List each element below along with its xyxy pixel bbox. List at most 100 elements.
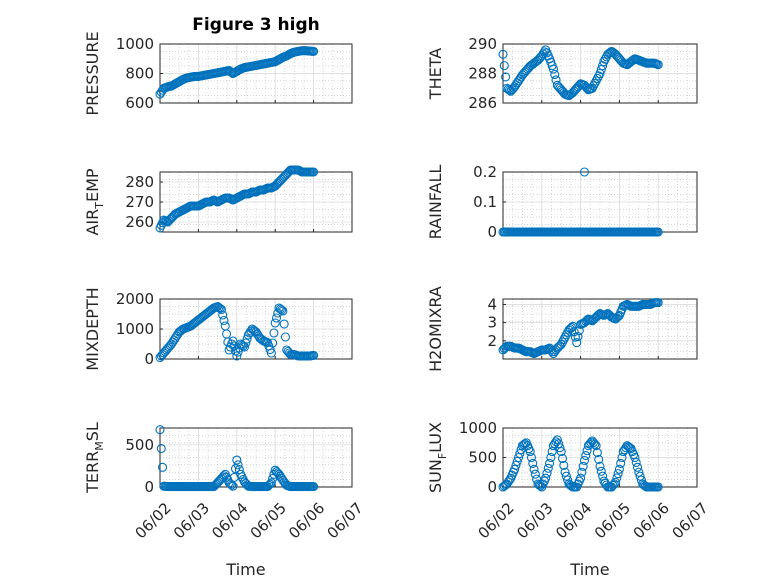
data-point bbox=[241, 338, 251, 348]
y-axis-title: TERRMSL bbox=[83, 422, 106, 494]
data-point bbox=[307, 167, 317, 177]
y-tick-label: 288 bbox=[468, 65, 497, 83]
data-point bbox=[557, 337, 568, 347]
data-point bbox=[629, 449, 639, 460]
data-point bbox=[303, 351, 314, 361]
data-point bbox=[652, 482, 662, 492]
data-point bbox=[499, 61, 509, 71]
data-point bbox=[526, 452, 537, 463]
data-point bbox=[155, 425, 165, 435]
x-tick-label: 06/05 bbox=[591, 499, 634, 542]
x-tick-label: 06/03 bbox=[513, 499, 556, 542]
x-axis-title: Time bbox=[225, 560, 265, 579]
data-point bbox=[582, 446, 592, 456]
y-tick-label: 280 bbox=[125, 173, 154, 191]
data-point bbox=[227, 339, 237, 349]
x-axis-title: Time bbox=[569, 560, 609, 579]
data-point bbox=[610, 477, 621, 487]
data-point bbox=[550, 69, 560, 80]
data-point bbox=[574, 476, 584, 486]
y-tick-label: 0.1 bbox=[473, 193, 497, 211]
data-point bbox=[595, 68, 605, 79]
x-tick-label: 06/02 bbox=[474, 499, 517, 542]
data-point bbox=[277, 305, 287, 315]
data-point bbox=[530, 469, 540, 479]
data-point bbox=[559, 460, 569, 470]
data-point bbox=[561, 471, 571, 481]
data-point bbox=[635, 471, 645, 481]
data-point bbox=[573, 332, 583, 342]
data-point bbox=[547, 447, 557, 457]
data-point bbox=[596, 65, 606, 75]
data-point bbox=[579, 455, 590, 466]
data-point bbox=[581, 450, 591, 461]
data-point bbox=[616, 458, 626, 468]
data-point bbox=[608, 480, 618, 490]
data-point bbox=[612, 473, 622, 483]
data-point bbox=[524, 444, 534, 454]
data-point bbox=[503, 477, 513, 487]
data-point bbox=[595, 461, 605, 471]
data-point bbox=[592, 73, 602, 83]
data-point bbox=[233, 347, 243, 357]
data-point bbox=[279, 319, 289, 329]
data-point bbox=[238, 341, 248, 351]
y-tick-label: 286 bbox=[468, 94, 497, 112]
x-tick-label: 06/05 bbox=[247, 499, 290, 542]
data-point bbox=[555, 443, 565, 453]
panel-pressure: 600 800 1000 PRESSURE bbox=[83, 31, 353, 116]
data-point bbox=[545, 458, 555, 468]
y-tick-label: 500 bbox=[125, 436, 154, 454]
data-point bbox=[591, 76, 601, 86]
x-tick-label: 06/04 bbox=[208, 499, 251, 542]
y-tick-label: 0 bbox=[144, 478, 154, 496]
data-point bbox=[225, 479, 235, 489]
data-point bbox=[228, 481, 238, 491]
data-point bbox=[232, 351, 242, 361]
data-point bbox=[280, 332, 290, 342]
y-tick-label: 1000 bbox=[116, 35, 154, 53]
data-point bbox=[632, 462, 643, 472]
data-point bbox=[264, 480, 274, 490]
data-point bbox=[588, 438, 599, 448]
data-point bbox=[556, 339, 566, 350]
y-tick-label: 2 bbox=[487, 332, 497, 350]
data-point bbox=[613, 469, 623, 479]
axes-box bbox=[502, 298, 698, 360]
y-tick-label: 500 bbox=[468, 449, 497, 467]
data-point bbox=[503, 84, 513, 94]
data-point bbox=[265, 479, 275, 489]
data-point bbox=[515, 449, 525, 459]
data-point bbox=[539, 476, 549, 486]
y-axis-title: AIRTEMP bbox=[83, 168, 106, 235]
data-point bbox=[614, 464, 624, 474]
x-tick-label: 06/02 bbox=[131, 499, 174, 542]
data-point bbox=[652, 59, 662, 69]
data-point bbox=[594, 71, 604, 81]
x-tick-label: 06/07 bbox=[668, 499, 711, 542]
data-point bbox=[648, 227, 658, 237]
y-tick-label: 600 bbox=[125, 94, 154, 112]
y-axis-title: MIXDEPTH bbox=[83, 287, 102, 370]
data-point bbox=[543, 463, 553, 473]
data-point bbox=[579, 167, 590, 177]
data-point bbox=[242, 334, 252, 344]
data-point bbox=[528, 458, 538, 468]
data-point bbox=[572, 338, 582, 348]
y-tick-label: 0 bbox=[487, 478, 497, 496]
figure-title: Figure 3 high bbox=[192, 15, 320, 35]
data-point bbox=[559, 335, 569, 345]
data-point bbox=[218, 472, 228, 482]
data-point bbox=[158, 462, 168, 472]
x-tick-label: 06/04 bbox=[552, 499, 595, 542]
data-point bbox=[269, 328, 279, 338]
y-axis-title: PRESSURE bbox=[83, 31, 102, 115]
data-point bbox=[586, 438, 596, 448]
data-point bbox=[156, 443, 166, 454]
panel-rainfall: 0 0.1 0.2 RAINFALL bbox=[426, 163, 698, 241]
data-point bbox=[594, 454, 604, 465]
data-point bbox=[158, 218, 168, 228]
data-point bbox=[652, 227, 662, 237]
